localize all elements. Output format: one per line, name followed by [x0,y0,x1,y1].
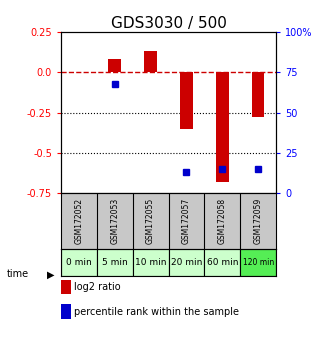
Bar [144,51,157,72]
Bar [108,59,121,72]
Title: GDS3030 / 500: GDS3030 / 500 [111,16,226,31]
Text: 60 min: 60 min [206,258,238,267]
Text: 20 min: 20 min [171,258,202,267]
Text: log2 ratio: log2 ratio [74,282,120,292]
Bar [61,249,97,276]
Text: GSM172058: GSM172058 [218,198,227,244]
Text: GSM172057: GSM172057 [182,198,191,244]
Text: ▶: ▶ [47,269,54,279]
Text: 120 min: 120 min [242,258,274,267]
Text: 10 min: 10 min [135,258,166,267]
Text: GSM172053: GSM172053 [110,198,119,244]
Bar [204,249,240,276]
Text: GSM172059: GSM172059 [254,198,263,244]
Bar [169,249,204,276]
Text: percentile rank within the sample: percentile rank within the sample [74,307,239,316]
Bar [216,72,229,182]
Text: 5 min: 5 min [102,258,128,267]
Bar [97,249,133,276]
Bar [240,249,276,276]
Text: 0 min: 0 min [66,258,92,267]
Text: GSM172055: GSM172055 [146,198,155,244]
Bar [180,72,193,129]
Text: time: time [6,269,29,279]
Bar [252,72,265,118]
Bar [133,249,169,276]
Text: GSM172052: GSM172052 [74,198,83,244]
